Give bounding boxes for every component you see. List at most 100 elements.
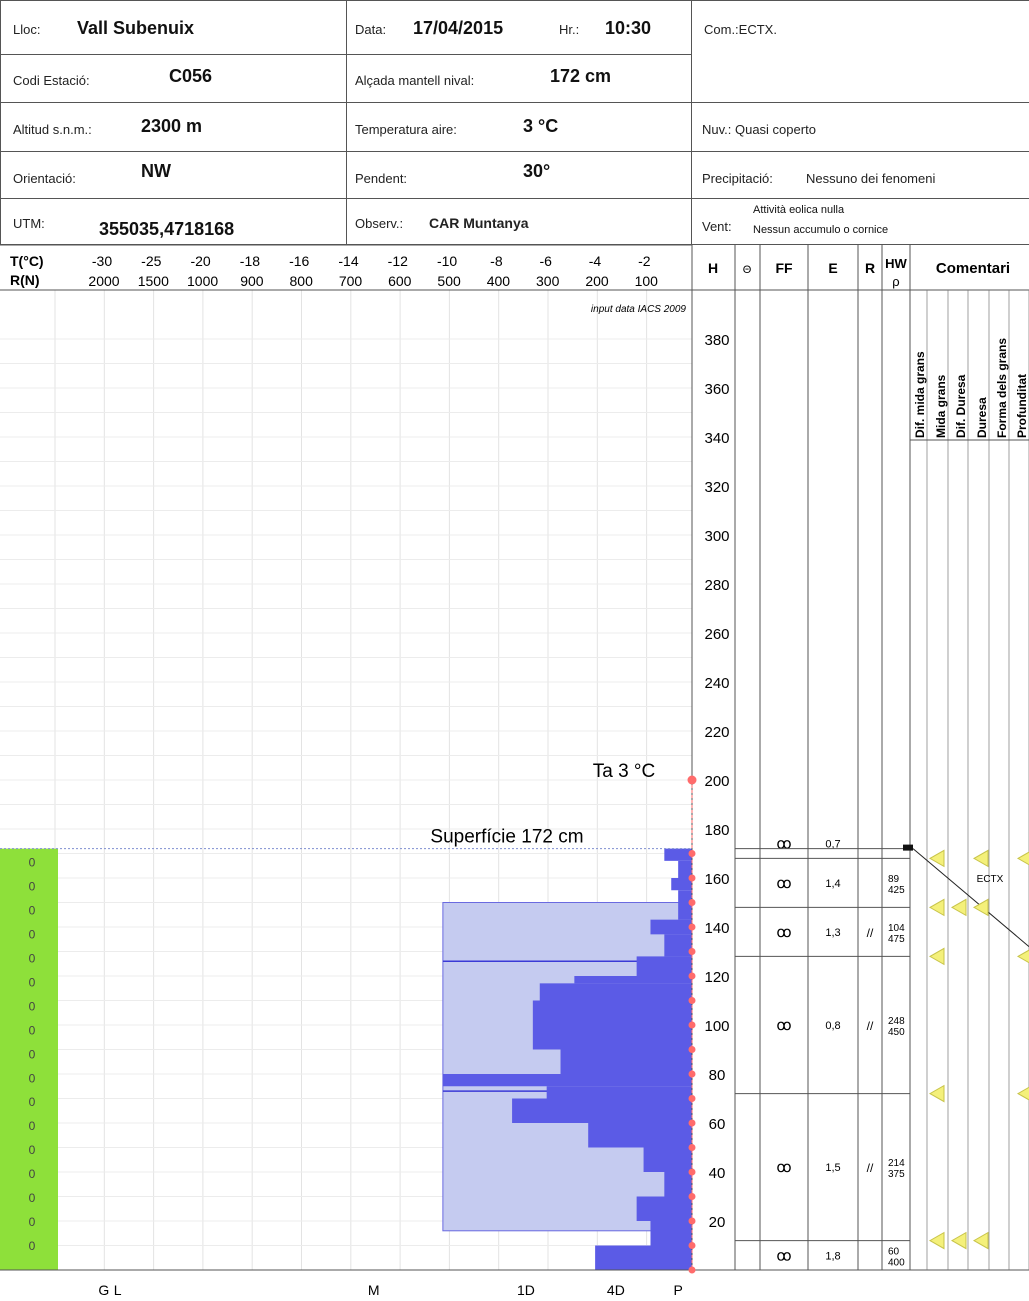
height-tick-label: 380 bbox=[704, 332, 729, 349]
height-tick-label: 360 bbox=[704, 381, 729, 398]
layer-triangle bbox=[928, 849, 945, 868]
utm-label: UTM: bbox=[13, 216, 45, 231]
test-label: ECTX bbox=[977, 874, 1004, 885]
t-tick-label: -12 bbox=[388, 253, 408, 269]
layer-triangle bbox=[972, 1231, 989, 1250]
nuv-cell: Nuv.: Quasi coperto bbox=[692, 103, 1029, 152]
snow-temp-point bbox=[688, 1266, 696, 1274]
hardness-bar bbox=[546, 1086, 692, 1099]
data-value: 17/04/2015 bbox=[413, 18, 504, 38]
height-tick-label: 140 bbox=[704, 920, 729, 937]
data-cell: Data: 17/04/2015 Hr.: 10:30 bbox=[347, 0, 692, 55]
layer-triangle bbox=[972, 898, 989, 917]
r-tick-label: 2000 bbox=[88, 273, 119, 289]
test-leader-line bbox=[912, 848, 1029, 947]
vent-label: Vent: bbox=[702, 219, 732, 234]
temp-column-value: 0 bbox=[29, 880, 36, 894]
layer-triangle bbox=[928, 898, 945, 917]
col-header-r: R bbox=[865, 260, 875, 276]
height-tick-label: 160 bbox=[704, 871, 729, 888]
altitud-label: Altitud s.n.m.: bbox=[13, 122, 92, 137]
r-tick-label: 200 bbox=[585, 273, 609, 289]
hardness-bar bbox=[588, 1123, 692, 1148]
col-header-comentari: Comentari bbox=[936, 260, 1010, 277]
pendent-cell: Pendent: 30° bbox=[347, 152, 692, 199]
hardness-tick-label: M bbox=[368, 1282, 380, 1298]
layer-rho-value: 375 bbox=[888, 1169, 905, 1180]
temp-column-value: 0 bbox=[29, 1215, 36, 1229]
height-tick-label: 40 bbox=[709, 1165, 726, 1182]
t-tick-label: -6 bbox=[539, 253, 552, 269]
com-value: Com.:ECTX. bbox=[704, 22, 777, 37]
snow-temp-point bbox=[688, 1242, 696, 1249]
temp-column-value: 0 bbox=[29, 904, 36, 918]
observ-label: Observ.: bbox=[355, 216, 404, 231]
snow-temp-point bbox=[688, 948, 696, 955]
orient-cell: Orientació: NW bbox=[0, 152, 347, 199]
height-tick-label: 260 bbox=[704, 626, 729, 643]
r-tick-label: 500 bbox=[437, 273, 461, 289]
comment-col-label: Duresa bbox=[975, 397, 989, 438]
altitud-value: 2300 m bbox=[141, 116, 203, 136]
height-tick-label: 180 bbox=[704, 822, 729, 839]
temp-column-value: 0 bbox=[29, 1023, 36, 1037]
grain-shape-symbol: ꝏ bbox=[776, 924, 791, 941]
col-header-ff: FF bbox=[775, 260, 793, 276]
temp-label: Temperatura aire: bbox=[355, 122, 457, 137]
lloc-value: Vall Subenuix bbox=[77, 18, 195, 38]
temp-column-value: 0 bbox=[29, 856, 36, 870]
snow-temp-point bbox=[688, 1144, 696, 1151]
height-tick-label: 80 bbox=[709, 1067, 726, 1084]
snow-temp-point bbox=[688, 997, 696, 1004]
hardness-bar bbox=[650, 1221, 692, 1246]
layer-triangle bbox=[928, 1231, 945, 1250]
comment-col-label: Profunditat bbox=[1015, 374, 1029, 438]
hardness-bar bbox=[678, 890, 692, 920]
hardness-tick-label: G bbox=[98, 1282, 109, 1298]
test-marker bbox=[903, 844, 913, 851]
hardness-bar bbox=[678, 860, 692, 878]
grain-shape-symbol: ꝏ bbox=[776, 875, 791, 892]
snow-temp-point bbox=[688, 1021, 696, 1029]
snow-temp-point bbox=[688, 1168, 696, 1176]
orient-value: NW bbox=[141, 161, 171, 181]
height-tick-label: 240 bbox=[704, 675, 729, 692]
layer-r-value: // bbox=[867, 1161, 874, 1175]
snow-temp-point bbox=[688, 1193, 696, 1200]
temp-column-value: 0 bbox=[29, 1191, 36, 1205]
layer-r-value: // bbox=[867, 1019, 874, 1033]
layer-triangle bbox=[972, 849, 989, 868]
t-tick-label: -4 bbox=[589, 253, 602, 269]
hardness-tick-label: P bbox=[673, 1282, 682, 1298]
height-tick-label: 320 bbox=[704, 479, 729, 496]
temp-column-value: 0 bbox=[29, 1143, 36, 1157]
t-tick-label: -25 bbox=[141, 253, 161, 269]
layer-r-value: // bbox=[867, 926, 874, 940]
nuv-value: Nuv.: Quasi coperto bbox=[702, 122, 816, 137]
lloc-cell: Lloc: Vall Subenuix bbox=[0, 0, 347, 55]
snow-temp-point bbox=[688, 923, 696, 931]
t-tick-label: -18 bbox=[240, 253, 260, 269]
alcada-value: 172 cm bbox=[550, 66, 612, 86]
layer-triangle bbox=[928, 1084, 945, 1103]
t-tick-label: -2 bbox=[638, 253, 651, 269]
layer-hw-value: 214 bbox=[888, 1158, 905, 1169]
hardness-bar bbox=[664, 934, 692, 957]
temp-column-value: 0 bbox=[29, 1071, 36, 1085]
comment-col-label: Forma dels grans bbox=[995, 338, 1009, 438]
height-tick-label: 60 bbox=[709, 1116, 726, 1133]
r-tick-label: 1500 bbox=[138, 273, 169, 289]
layer-e-value: 1,8 bbox=[825, 1250, 840, 1262]
t-axis-label: T(°C) bbox=[10, 253, 44, 269]
layer-triangle bbox=[1016, 851, 1029, 866]
hardness-bar bbox=[671, 878, 692, 891]
grain-shape-symbol: ꝏ bbox=[776, 1017, 791, 1034]
snow-temp-point bbox=[688, 1217, 696, 1225]
hardness-bar bbox=[643, 1147, 692, 1172]
temp-column-value: 0 bbox=[29, 1239, 36, 1253]
t-tick-label: -20 bbox=[190, 253, 210, 269]
layer-triangle bbox=[950, 1231, 967, 1250]
comment-col-label: Mida grans bbox=[934, 374, 948, 438]
snow-temp-point bbox=[688, 1119, 696, 1127]
vent-cell: Vent: Attività eolica nulla Nessun accum… bbox=[692, 199, 1029, 245]
